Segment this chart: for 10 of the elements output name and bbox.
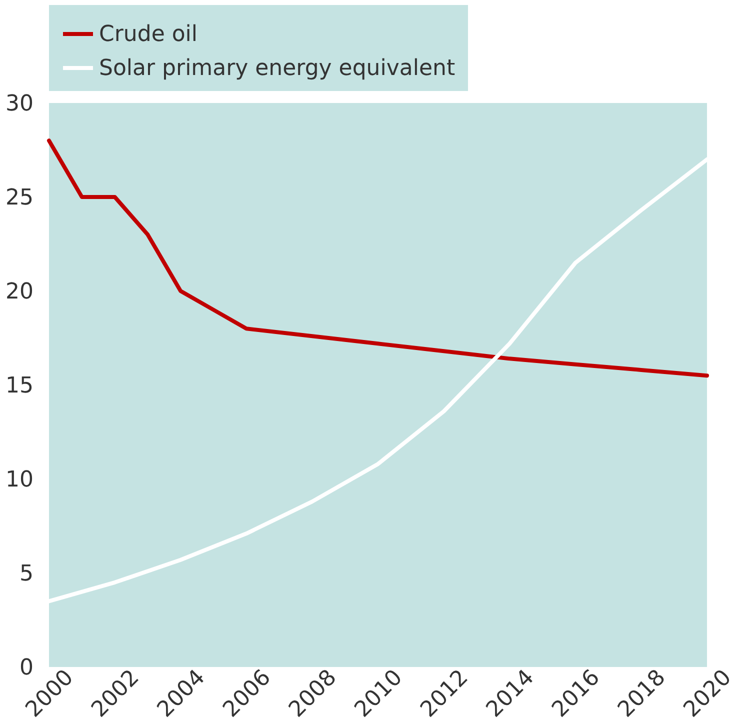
legend-label: Solar primary energy equivalent bbox=[99, 56, 456, 81]
y-tick-label: 15 bbox=[6, 374, 34, 398]
legend-label: Crude oil bbox=[99, 22, 198, 47]
y-tick-label: 30 bbox=[6, 92, 34, 116]
y-tick-label: 25 bbox=[6, 186, 34, 210]
line-series bbox=[47, 157, 709, 604]
y-tick-label: 20 bbox=[6, 280, 34, 304]
y-tick-label: 10 bbox=[6, 468, 34, 492]
y-tick-label: 5 bbox=[20, 562, 34, 586]
line-series bbox=[47, 138, 709, 378]
